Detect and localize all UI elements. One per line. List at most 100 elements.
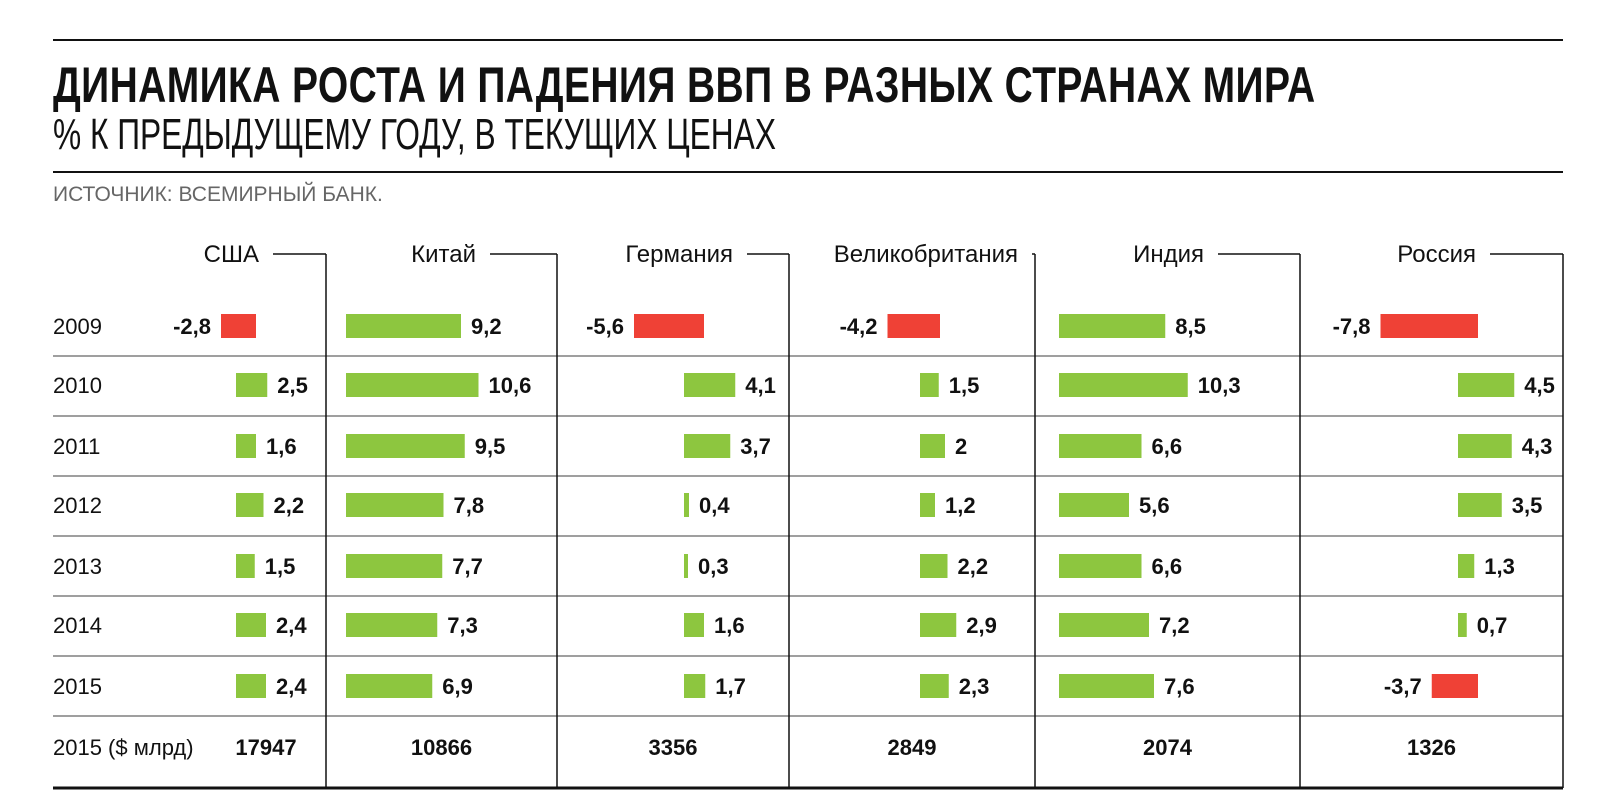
value-label: 7,2 [1159, 613, 1190, 638]
bar-positive [920, 373, 939, 397]
value-label: 7,3 [447, 613, 478, 638]
bar-positive [1458, 434, 1512, 458]
bar-positive [1458, 554, 1475, 578]
bar-positive [1059, 373, 1188, 397]
bar-positive [346, 373, 479, 397]
value-label: 3,7 [740, 434, 771, 459]
value-label: -2,8 [173, 314, 211, 339]
value-label: 7,6 [1164, 674, 1195, 699]
gdp-total-value: 3356 [649, 735, 698, 760]
value-label: 2,2 [274, 493, 305, 518]
country-header: Германия [625, 241, 733, 268]
value-label: 8,5 [1175, 314, 1206, 339]
gdp-total-value: 2074 [1143, 735, 1193, 760]
bar-positive [346, 674, 433, 698]
chart-title: ДИНАМИКА РОСТА И ПАДЕНИЯ ВВП В РАЗНЫХ СТ… [53, 57, 1316, 113]
bar-positive [1458, 493, 1502, 517]
value-label: 10,6 [489, 373, 532, 398]
year-label: 2009 [53, 314, 102, 339]
bar-positive [1059, 674, 1154, 698]
country-header: Индия [1133, 241, 1204, 268]
value-label: -4,2 [840, 314, 878, 339]
bar-positive [920, 613, 957, 637]
totals-row-label: 2015 ($ млрд) [53, 735, 194, 760]
year-label: 2011 [53, 434, 100, 459]
bar-positive [920, 493, 935, 517]
value-label: 9,5 [475, 434, 506, 459]
bar-positive [684, 493, 689, 517]
gdp-total-value: 17947 [235, 735, 296, 760]
value-label: 1,5 [949, 373, 980, 398]
bar-positive [684, 554, 688, 578]
bar-positive [1059, 554, 1142, 578]
bar-positive [1458, 373, 1515, 397]
year-label: 2014 [53, 613, 102, 638]
value-label: 4,5 [1524, 373, 1555, 398]
source-note: ИСТОЧНИК: ВСЕМИРНЫЙ БАНК. [53, 183, 383, 206]
value-label: 5,6 [1139, 493, 1170, 518]
bar-positive [1458, 613, 1467, 637]
value-label: 6,6 [1152, 554, 1183, 579]
bar-positive [920, 434, 945, 458]
bar-positive [684, 613, 704, 637]
value-label: 10,3 [1198, 373, 1241, 398]
value-label: 1,6 [714, 613, 745, 638]
value-label: 3,5 [1512, 493, 1543, 518]
top-rule [53, 39, 1563, 41]
bar-negative [887, 314, 940, 338]
bar-positive [236, 373, 268, 397]
year-label: 2010 [53, 373, 102, 398]
bar-positive [1059, 613, 1149, 637]
bar-positive [346, 434, 465, 458]
value-label: 4,3 [1522, 434, 1553, 459]
value-label: 2,4 [276, 674, 307, 699]
bar-positive [1059, 493, 1129, 517]
bar-positive [684, 373, 736, 397]
bar-positive [346, 493, 444, 517]
value-label: -3,7 [1384, 674, 1422, 699]
country-header: Китай [411, 241, 476, 268]
gdp-total-value: 10866 [411, 735, 472, 760]
gdp-total-value: 1326 [1407, 735, 1456, 760]
value-label: 7,7 [452, 554, 483, 579]
value-label: 0,7 [1477, 613, 1508, 638]
value-label: 2,4 [276, 613, 307, 638]
value-label: 2 [955, 434, 967, 459]
bar-positive [920, 554, 948, 578]
year-label: 2015 [53, 674, 102, 699]
bar-positive [684, 674, 706, 698]
bar-positive [346, 314, 461, 338]
country-header: Великобритания [834, 241, 1018, 268]
bar-negative [634, 314, 704, 338]
country-header: Россия [1397, 241, 1476, 268]
value-label: 1,6 [266, 434, 297, 459]
bar-positive [1059, 434, 1142, 458]
title-rule [53, 171, 1563, 173]
value-label: 2,3 [959, 674, 990, 699]
value-label: 9,2 [471, 314, 502, 339]
value-label: 6,6 [1152, 434, 1183, 459]
country-header: США [204, 241, 259, 268]
bar-negative [221, 314, 256, 338]
gdp-total-value: 2849 [888, 735, 937, 760]
bar-positive [920, 674, 949, 698]
value-label: 0,4 [699, 493, 730, 518]
bar-positive [236, 554, 255, 578]
chart-subtitle: % К ПРЕДЫДУЩЕМУ ГОДУ, В ТЕКУЩИХ ЦЕНАХ [53, 110, 776, 159]
bar-positive [346, 554, 443, 578]
bar-positive [684, 434, 731, 458]
value-label: -5,6 [586, 314, 624, 339]
bar-positive [1059, 314, 1166, 338]
value-label: 4,1 [745, 373, 776, 398]
value-label: 0,3 [698, 554, 729, 579]
year-label: 2013 [53, 554, 102, 579]
bar-negative [1380, 314, 1478, 338]
bar-positive [236, 434, 256, 458]
bar-positive [236, 674, 266, 698]
value-label: 6,9 [442, 674, 473, 699]
value-label: 1,5 [265, 554, 296, 579]
value-label: -7,8 [1333, 314, 1371, 339]
value-label: 2,5 [277, 373, 308, 398]
bar-positive [236, 493, 264, 517]
